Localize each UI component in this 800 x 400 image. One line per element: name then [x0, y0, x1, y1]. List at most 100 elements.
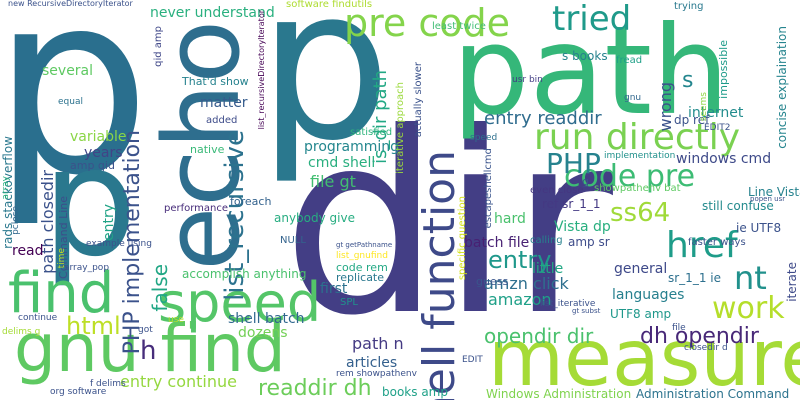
word-list-gnufind: list_gnufind [336, 251, 388, 261]
word-use: use [168, 315, 184, 325]
word-windows-administration: Windows Administration [486, 387, 632, 400]
word-gnu-find: gnu find [14, 310, 286, 387]
word-ss64: ss64 [610, 198, 671, 228]
word-shell-function: shell function [414, 150, 465, 400]
word-calling: calling [530, 235, 563, 246]
word-amzn-click: amzn click [484, 274, 569, 293]
word-general: general [614, 261, 668, 277]
word-read: read [12, 243, 44, 259]
word-measured: measured [488, 314, 800, 400]
word-s: s [682, 68, 694, 93]
word-run-directly: run directly [534, 117, 741, 158]
word-thatd-show: That'd show [182, 75, 249, 88]
word-gnu: gnu [624, 93, 642, 103]
word-administration-command: Administration Command [636, 387, 790, 400]
word-find: find [8, 261, 115, 326]
word-software-findutils: software findutils [286, 0, 373, 10]
word-cmd-shell: cmd shell [308, 155, 376, 171]
word-nt: nt [734, 259, 767, 297]
word-impossible: impossible [717, 40, 730, 99]
word-code-pre: code pre [564, 159, 696, 194]
word-speed-small: speed [470, 133, 498, 143]
word-articles: articles [346, 355, 398, 371]
word-books-amp: books amp [382, 385, 448, 399]
word-rem-showpathenv: rem showpathenv [336, 369, 417, 379]
word-php: PHP [546, 147, 601, 180]
word-g: g [582, 175, 589, 188]
word-tried: tried [552, 0, 632, 39]
word-sr-1-1-ie: sr_1_1 ie [668, 271, 721, 285]
word-org-software: org software [50, 387, 107, 397]
word-matter: matter [200, 95, 248, 111]
word-entry-readdir: entry readdir [484, 108, 602, 129]
word-accomplish-anything: accomplish anything [182, 267, 307, 281]
word-escapeshellcmd: escapeshellcmd [483, 148, 494, 229]
word-gt-getpathname: gt getPathname [336, 241, 393, 249]
word-edit2: EDIT2 [704, 123, 731, 133]
word-new-recursivedirectoryiterator: new RecursiveDirectoryIterator [8, 0, 133, 8]
word-array-pop: array_pop [64, 263, 110, 273]
word-list-iterative: list_iterative [540, 299, 596, 309]
word-native: native [190, 143, 225, 156]
word-file-gt: file gt [310, 172, 356, 191]
word-h: h [140, 336, 157, 366]
word-implementation: implementation [604, 151, 676, 161]
word-years: years [84, 145, 123, 161]
word-href: href [666, 225, 738, 266]
word-guess: guess [476, 275, 509, 288]
word-dh-opendir: dh opendir [640, 324, 759, 349]
word-continue: continue [18, 313, 58, 323]
word-dozens: dozens [238, 325, 288, 341]
word-least-twice: least twice [432, 21, 486, 32]
word-amp-qid: amp qid [70, 159, 115, 172]
word-path-n: path n [352, 334, 404, 353]
word-ref-sr-1-1: ref sr_1_1 [542, 197, 601, 211]
word-foreach: foreach [230, 195, 272, 208]
word-iterate: iterate [785, 262, 799, 302]
word-p: p [42, 116, 138, 290]
word-specific-question: specific question [457, 196, 468, 281]
word-opendir-dir: opendir dir [484, 324, 594, 348]
word-hard: hard [494, 211, 526, 227]
word-pclose: pclose [11, 206, 21, 235]
word-edit: EDIT [462, 355, 483, 365]
word-actually-slower: actually slower [413, 62, 424, 138]
word-shell-batch: shell batch [228, 311, 305, 327]
word-faster-ways: faster ways [688, 237, 746, 248]
word-dp-ref: dp ref [674, 113, 710, 127]
word-wrong: wrong [656, 82, 675, 132]
word-popen-usr: popen usr [750, 195, 786, 203]
word-code-rem: code rem [336, 261, 388, 274]
word-list-recursivedirectoryiterator: list_recursiveDirectoryIterator [257, 10, 266, 130]
word-variable: variable [70, 129, 127, 145]
word-windows-cmd: windows cmd [676, 151, 772, 167]
word-fread: fread [616, 55, 643, 66]
word-work: work [712, 291, 785, 326]
word-first: first [320, 281, 348, 297]
word-trying: trying [674, 1, 704, 12]
word-entry: entry [488, 246, 552, 274]
word-spl: SPL [340, 297, 358, 308]
word-concise-explaination: concise explaination [775, 26, 789, 149]
word-replicate: replicate [336, 271, 385, 284]
word-still-confuse: still confuse [702, 199, 774, 213]
word-time: time [57, 248, 67, 269]
word-example-using: example using [86, 239, 152, 249]
word-pre-code: pre code [344, 1, 511, 45]
word-little: little [532, 261, 564, 277]
word-array: array [1, 176, 11, 200]
word-qid-amp: qid amp [153, 26, 164, 67]
word-dir: dir [282, 79, 613, 370]
word-added: added [206, 115, 238, 126]
word-internet: internet [688, 105, 744, 121]
word-amazon: amazon [488, 290, 552, 309]
word-null: NULL [280, 235, 306, 246]
word-performance: performance [164, 203, 229, 214]
word-usr-bin: usr bin [512, 75, 543, 85]
word-languages: languages [612, 287, 685, 303]
word-html: html [66, 312, 121, 340]
word-several: several [42, 63, 94, 79]
word-delims-g: delims g [2, 327, 41, 337]
word-s-books: s books [562, 49, 608, 63]
